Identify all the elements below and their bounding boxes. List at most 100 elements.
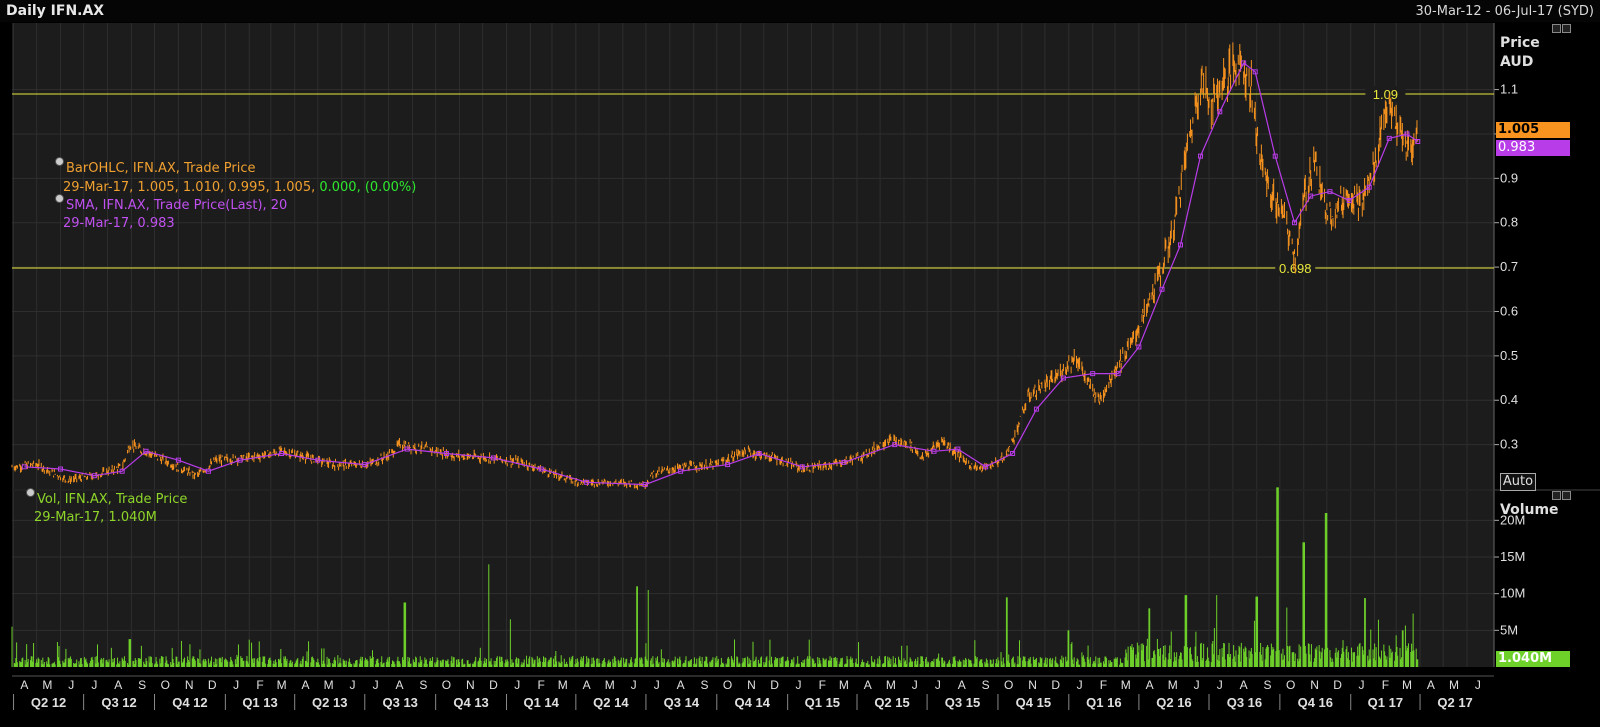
quarter-tick-label: Q3 13 — [383, 695, 418, 710]
ohlc-legend-values: 29-Mar-17, 1.005, 1.010, 0.995, 1.005, 0… — [63, 180, 416, 195]
ohlc-legend-title[interactable]: BarOHLC, IFN.AX, Trade Price — [55, 157, 256, 176]
title-bar: Daily IFN.AX 30-Mar-12 - 06-Jul-17 (SYD) — [0, 0, 1600, 22]
sma-value-tag: 0.983 — [1496, 140, 1570, 156]
sma-marker — [175, 457, 181, 463]
month-tick-label: O — [723, 678, 732, 692]
sma-marker — [892, 442, 898, 448]
sma-marker — [983, 464, 989, 470]
quarter-tick-label: Q4 13 — [453, 695, 488, 710]
reference-label-bg — [1365, 86, 1406, 103]
month-tick-label: A — [958, 678, 966, 692]
close-price-tag: 1.005 — [1496, 122, 1570, 138]
sma-marker — [538, 466, 544, 472]
month-tick-label: M — [558, 678, 568, 692]
sma-marker — [1386, 135, 1392, 141]
month-tick-label: J — [631, 678, 637, 692]
price-tick-label: 0.9 — [1500, 170, 1518, 185]
quarter-tick-label: Q1 13 — [242, 695, 277, 710]
month-tick-label: M — [839, 678, 849, 692]
quarter-tick-label: Q2 15 — [874, 695, 909, 710]
month-tick-label: M — [42, 678, 52, 692]
close-volume-panel-icon[interactable] — [1562, 491, 1571, 500]
month-tick-label: M — [605, 678, 615, 692]
quarter-tick-label: Q3 16 — [1227, 695, 1262, 710]
month-tick-label: O — [1004, 678, 1013, 692]
sma-marker — [678, 468, 684, 474]
ohlc-change-text: 0.000, (0.00%) — [319, 180, 417, 195]
quarter-tick-label: Q1 15 — [805, 695, 840, 710]
legend-bullet-icon — [26, 488, 35, 497]
month-tick-label: A — [1146, 678, 1154, 692]
quarter-tick-label: Q2 17 — [1437, 695, 1472, 710]
month-tick-label: A — [395, 678, 403, 692]
volume-tick-label: 10M — [1500, 586, 1525, 601]
price-tick-label: 1.1 — [1500, 82, 1518, 97]
sma-legend-title-text: SMA, IFN.AX, Trade Price(Last), 20 — [66, 198, 288, 213]
month-tick-label: A — [1427, 678, 1435, 692]
date-range: 30-Mar-12 - 06-Jul-17 (SYD) — [1415, 4, 1594, 19]
volume-tick-label: 20M — [1500, 512, 1525, 527]
ohlc-values-text: 29-Mar-17, 1.005, 1.010, 0.995, 1.005, — [63, 180, 316, 195]
volume-legend-title[interactable]: Vol, IFN.AX, Trade Price — [26, 488, 187, 507]
auto-scale-button[interactable]: Auto — [1500, 473, 1536, 491]
month-tick-label: N — [747, 678, 756, 692]
quarter-tick-label: Q2 14 — [593, 695, 629, 710]
month-tick-label: N — [1310, 678, 1319, 692]
sma-marker — [725, 462, 731, 468]
price-tick-label: 0.4 — [1500, 392, 1518, 407]
month-tick-label: D — [1333, 678, 1342, 692]
sma-marker — [315, 457, 321, 463]
month-tick-label: J — [935, 678, 941, 692]
month-tick-label: A — [114, 678, 122, 692]
sma-marker — [1115, 371, 1121, 377]
month-tick-label: N — [1028, 678, 1037, 692]
sma-marker — [362, 462, 368, 468]
quarter-tick-label: Q2 16 — [1156, 695, 1191, 710]
month-tick-label: O — [161, 678, 170, 692]
maximize-volume-panel-icon[interactable] — [1552, 491, 1561, 500]
month-tick-label: M — [324, 678, 334, 692]
sma-marker — [799, 464, 805, 470]
reference-line-label: 1.09 — [1373, 87, 1398, 102]
sma-marker — [1159, 286, 1165, 292]
sma-marker — [1010, 450, 1016, 456]
sma-marker — [119, 468, 125, 474]
month-tick-label: D — [1051, 678, 1060, 692]
month-tick-label: M — [277, 678, 287, 692]
quarter-tick-label: Q3 14 — [664, 695, 700, 710]
volume-tick-label: 5M — [1500, 622, 1518, 637]
maximize-panel-icon[interactable] — [1552, 24, 1561, 33]
volume-panel — [12, 491, 1494, 667]
sma-marker — [143, 448, 149, 454]
price-unit-label: Price — [1500, 35, 1540, 51]
sma-legend-title[interactable]: SMA, IFN.AX, Trade Price(Last), 20 — [55, 194, 288, 213]
month-tick-label: J — [912, 678, 918, 692]
month-tick-label: S — [700, 678, 708, 692]
close-panel-icon[interactable] — [1562, 24, 1571, 33]
month-tick-label: A — [301, 678, 309, 692]
quarter-tick-label: Q4 16 — [1298, 695, 1333, 710]
month-tick-label: J — [373, 678, 379, 692]
month-tick-label: F — [1100, 678, 1107, 692]
price-tick-label: 0.8 — [1500, 215, 1518, 230]
sma-marker — [584, 479, 590, 485]
sma-marker — [1327, 189, 1333, 195]
month-tick-label: S — [982, 678, 990, 692]
sma-marker — [841, 459, 847, 465]
ohlc-legend-title-text: BarOHLC, IFN.AX, Trade Price — [66, 161, 256, 176]
price-tick-label: 0.7 — [1500, 259, 1518, 274]
month-tick-label: M — [886, 678, 896, 692]
month-tick-label: S — [138, 678, 146, 692]
volume-value-tag: 1.040M — [1496, 651, 1570, 667]
month-tick-label: A — [583, 678, 591, 692]
volume-unit-label: Volume — [1500, 502, 1559, 518]
month-tick-label: J — [233, 678, 239, 692]
month-tick-label: D — [489, 678, 498, 692]
sma-values-text: 29-Mar-17, 0.983 — [63, 216, 175, 231]
month-tick-label: M — [1402, 678, 1412, 692]
legend-bullet-icon — [55, 194, 64, 203]
quarter-tick-label: Q1 14 — [523, 695, 559, 710]
quarter-tick-label: Q4 14 — [735, 695, 771, 710]
month-tick-label: O — [1286, 678, 1295, 692]
